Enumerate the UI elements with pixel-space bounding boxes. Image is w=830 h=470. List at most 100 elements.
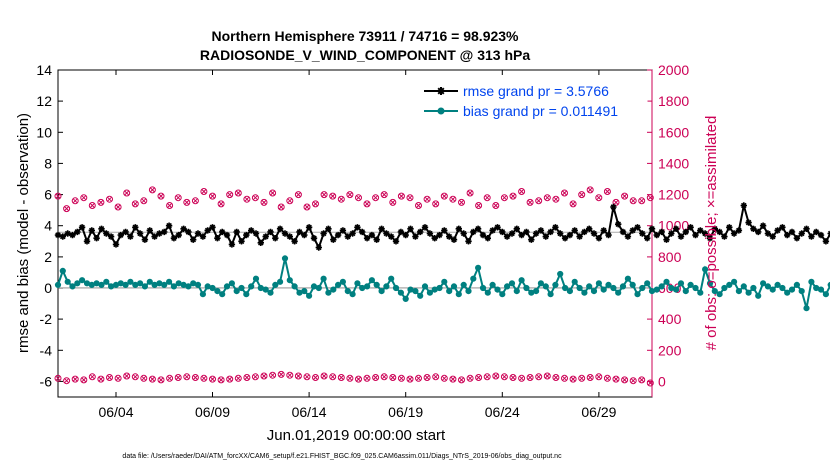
rmse-point [315,244,322,251]
x-tick-label: 06/29 [581,404,616,420]
obs-possible-cross [467,190,473,196]
x-axis-label: Jun.01,2019 00:00:00 start [267,427,446,444]
bias-point [122,281,129,288]
rmse-point [310,235,318,242]
obs-possible-point [449,195,457,203]
obs-assimilated-point [569,375,577,383]
bias-point [373,281,380,288]
bias-point [793,281,801,288]
bias-point [600,286,607,293]
bias-point [750,284,757,292]
obs-assimilated-point [500,373,508,381]
bias-point [822,291,830,298]
rmse-point [209,224,216,231]
bias-point [489,281,496,288]
rmse-point [658,228,665,236]
bias-point [817,286,825,293]
rmse-point [132,224,139,231]
obs-assimilated-point [200,374,208,382]
rmse-point [687,224,694,231]
obs-possible-cross [218,201,224,207]
rmse-point [301,231,308,239]
bias-point [228,280,235,287]
obs-assimilated-point [578,374,586,382]
obs-possible-cross [278,204,284,210]
rmse-point [286,233,293,240]
rmse-point [547,228,554,236]
rmse-point [706,235,714,242]
left-tick-label: -2 [40,311,53,327]
obs-assimilated-cross [647,380,653,386]
bias-point [59,267,66,274]
bias-point [484,289,491,296]
bias-point [209,284,216,292]
bias-point [764,283,772,290]
rmse-point [557,230,564,237]
rmse-point [69,231,76,239]
obs-possible-cross [55,193,61,199]
obs-possible-cross [356,195,361,201]
rmse-point [248,227,255,234]
obs-possible-cross [132,201,138,207]
obs-possible-cross [89,203,95,208]
obs-assimilated-cross [270,372,275,378]
obs-assimilated-point [458,376,465,384]
obs-assimilated-point [492,372,500,380]
bias-point [199,291,206,298]
obs-assimilated-point [312,374,319,381]
legend-box [419,75,648,123]
obs-possible-cross [296,192,301,197]
bias-point [127,278,134,285]
obs-assimilated-cross [476,375,481,380]
rmse-point [151,233,158,240]
obs-assimilated-cross [467,375,473,381]
rmse-point [185,228,192,236]
rmse-point [417,228,424,236]
bias-point [436,284,443,292]
obs-assimilated-point [286,371,294,379]
bias-point [726,281,733,288]
rmse-point [532,230,540,237]
obs-assimilated-cross [158,377,164,383]
obs-assimilated-cross [107,375,112,380]
obs-possible-point [397,192,405,200]
obs-assimilated-cross [381,374,387,380]
bias-point [223,283,231,290]
rmse-point [682,228,689,236]
rmse-point [204,227,211,234]
rmse-point [581,228,588,236]
obs-possible-point [200,188,208,195]
rmse-point [165,222,173,229]
bias-point [595,280,603,287]
rmse-point [190,236,197,243]
obs-assimilated-cross [167,375,172,381]
right-tick-label: 800 [658,249,682,265]
rmse-point [586,225,593,232]
obs-possible-point [234,189,242,197]
obs-possible-point [509,192,517,200]
bias-point [281,255,289,262]
bias-point [697,289,704,296]
rmse-point [257,239,264,246]
obs-possible-cross [390,200,396,205]
obs-assimilated-point [552,374,560,381]
obs-possible-point [389,198,397,206]
obs-assimilated-point [191,374,199,381]
left-y-axis: 14 12 10 8 6 4 2 0 -2 -4 -6 [36,62,63,389]
rmse-point [93,235,100,242]
obs-possible-point [286,197,294,205]
obs-possible-point [346,191,354,199]
bias-point [610,284,617,292]
left-tick-label: 12 [36,93,52,109]
rmse-point [764,230,772,237]
bias-point [784,289,791,296]
obs-assimilated-cross [416,375,421,381]
obs-possible-cross [613,200,619,205]
rmse-point [199,233,207,240]
rmse-point [330,236,337,243]
obs-possible-cross [261,200,267,205]
rmse-point [474,225,482,232]
bias-point [272,281,279,288]
obs-assimilated-point [415,374,422,382]
rmse-point [388,233,395,240]
